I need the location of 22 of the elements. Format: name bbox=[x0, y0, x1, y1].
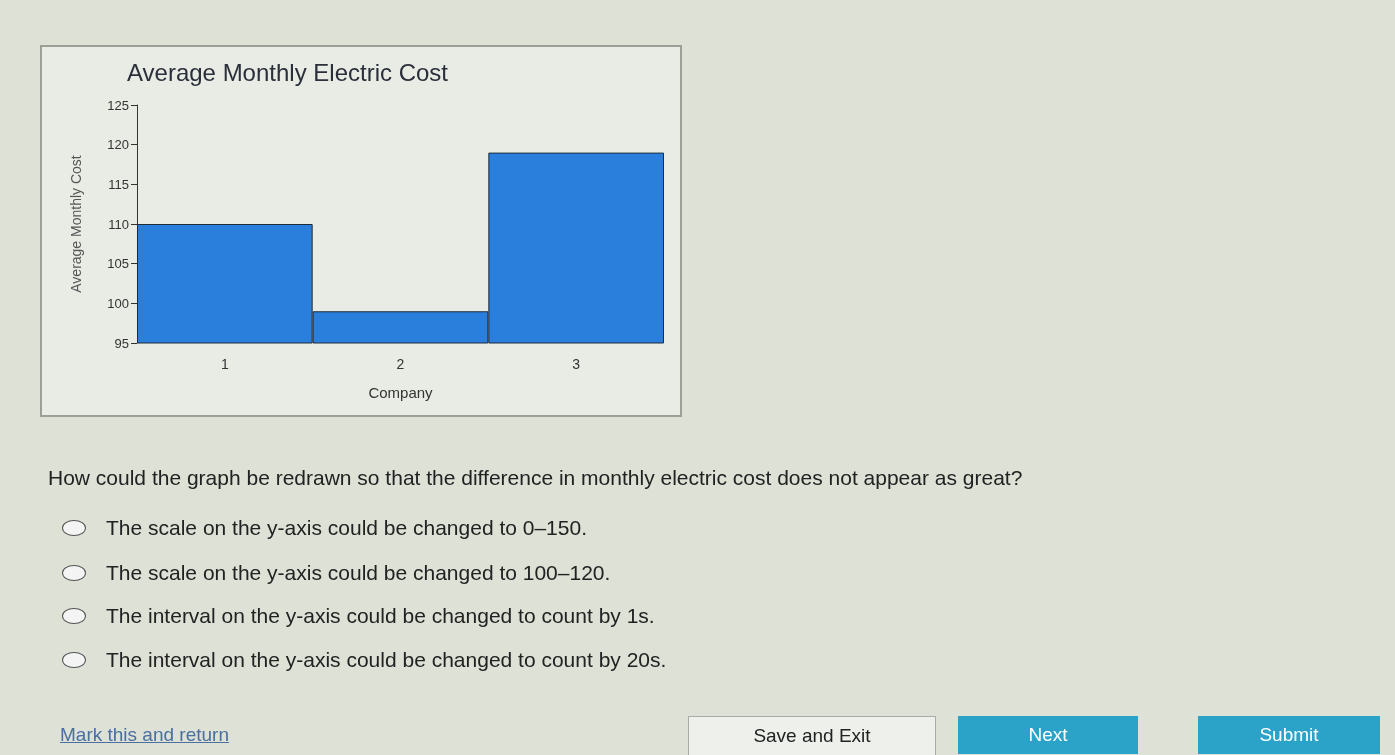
text: Save and Exit bbox=[688, 716, 936, 755]
y-tick-label: 105 bbox=[107, 256, 129, 272]
text: Mark this and return bbox=[60, 723, 230, 747]
y-tick-label: 120 bbox=[107, 137, 129, 153]
text: The interval on the y-axis could be changed to count by 1s. bbox=[106, 604, 655, 628]
y-tick-label: 110 bbox=[108, 216, 129, 232]
y-axis-title: Average Monthly Cost bbox=[68, 155, 84, 293]
y-tick-label: 125 bbox=[107, 97, 129, 113]
y-tick-label: 100 bbox=[107, 295, 129, 311]
x-axis-title: Company bbox=[368, 384, 434, 401]
x-tick-label: 1 bbox=[220, 356, 229, 372]
x-tick-label: 2 bbox=[396, 356, 405, 372]
text: The scale on the y-axis could be changed to 0–150. bbox=[106, 516, 587, 540]
y-tick-label: 115 bbox=[108, 176, 129, 192]
y-tick-label: 95 bbox=[114, 335, 129, 351]
text: How could the graph be redrawn so that the difference in monthly electric cost does not appear as great? bbox=[48, 466, 1023, 490]
text: Submit bbox=[1198, 716, 1380, 754]
x-tick-label: 3 bbox=[572, 356, 581, 372]
text: The scale on the y-axis could be changed to 100–120. bbox=[106, 561, 611, 585]
text: Next bbox=[958, 716, 1138, 754]
chart-title: Average Monthly Electric Cost bbox=[127, 58, 449, 86]
text: The interval on the y-axis could be changed to count by 20s. bbox=[106, 648, 667, 672]
